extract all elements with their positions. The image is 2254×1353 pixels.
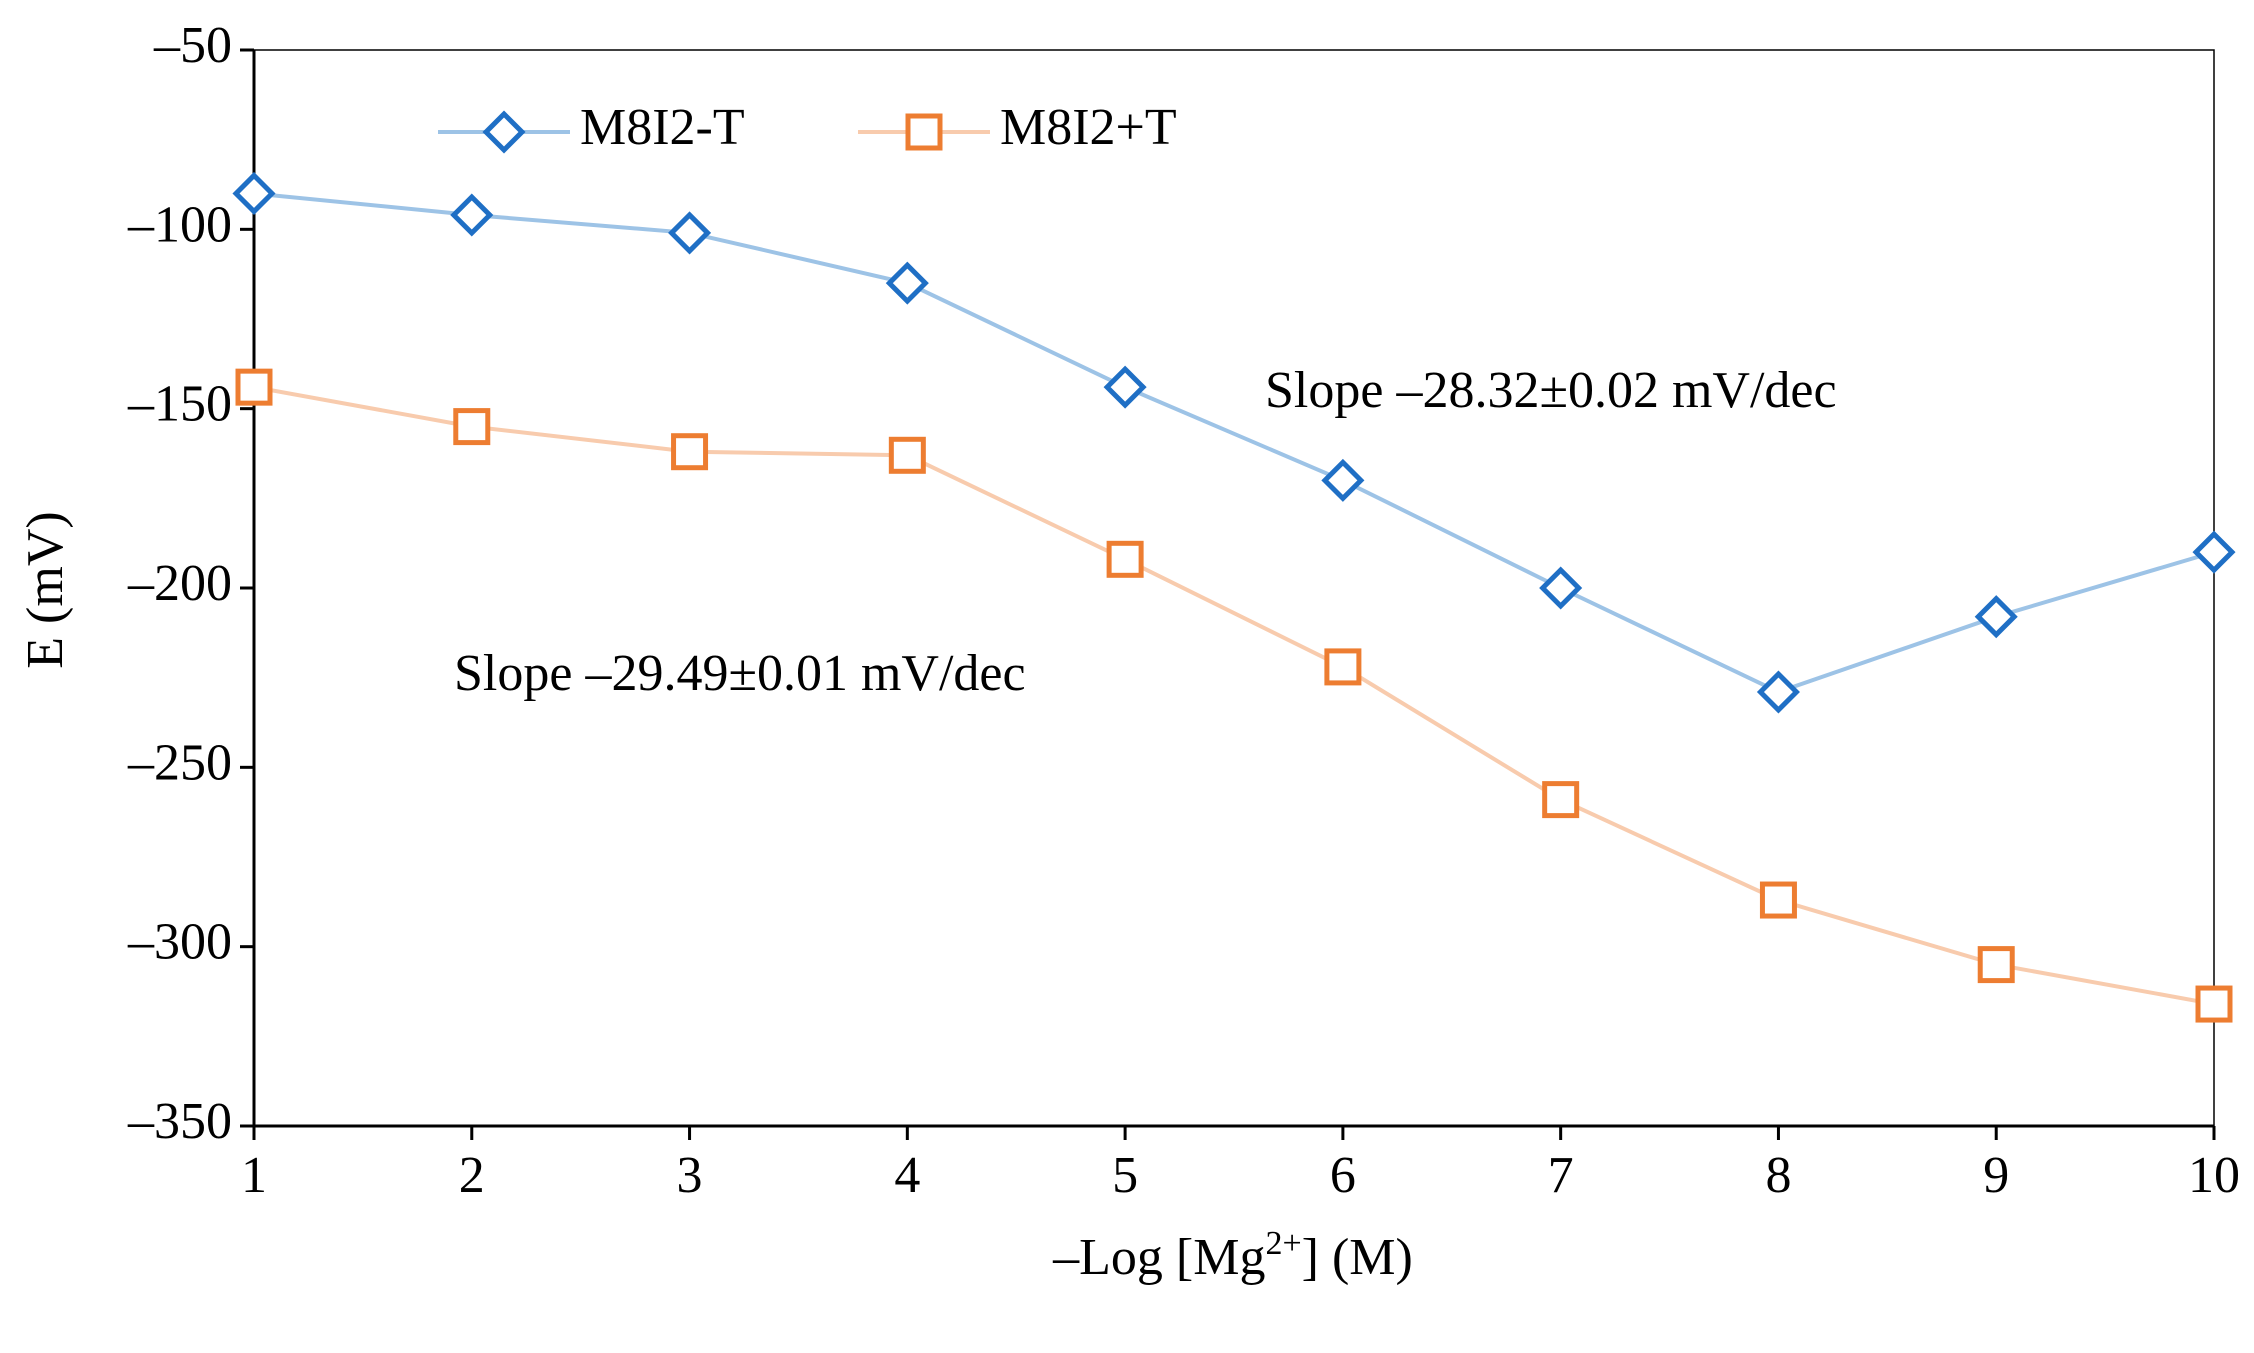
data-point — [1539, 566, 1583, 610]
x-tick-label: 2 — [459, 1147, 485, 1204]
x-tick-label: 1 — [241, 1147, 267, 1204]
data-point — [453, 408, 491, 446]
y-tick-label: –200 — [127, 555, 232, 612]
data-point — [2192, 530, 2236, 574]
annotation: Slope –28.32±0.02 mV/dec — [1265, 362, 1837, 419]
legend-label: M8I2-T — [580, 99, 745, 156]
y-tick-label: –50 — [153, 17, 232, 74]
legend-marker — [482, 110, 526, 154]
y-tick-label: –150 — [127, 376, 232, 433]
y-axis-label: E (mV) — [17, 511, 74, 668]
y-tick-label: –100 — [127, 196, 232, 253]
x-label-part: –Log [Mg — [1052, 1229, 1265, 1286]
data-point — [1324, 648, 1362, 686]
x-tick-label: 10 — [2188, 1147, 2240, 1204]
x-tick-label: 7 — [1548, 1147, 1574, 1204]
data-point — [1756, 670, 1800, 714]
legend-marker — [905, 113, 943, 151]
y-tick-label: –300 — [127, 914, 232, 971]
series-line — [253, 385, 2215, 1007]
x-tick-label: 8 — [1765, 1147, 1791, 1204]
x-axis-label: –Log [Mg2+] (M) — [1052, 1225, 1413, 1286]
x-label-sup: 2+ — [1265, 1225, 1301, 1262]
data-point — [1542, 781, 1580, 819]
data-point — [1974, 595, 2018, 639]
data-point — [1106, 540, 1144, 578]
data-point — [888, 436, 926, 474]
x-tick-label: 9 — [1983, 1147, 2009, 1204]
data-point — [885, 261, 929, 305]
data-point — [1977, 946, 2015, 984]
data-point — [1321, 458, 1365, 502]
data-point — [2195, 985, 2233, 1023]
y-tick-label: –350 — [127, 1093, 232, 1150]
data-point — [450, 193, 494, 237]
x-tick-label: 5 — [1112, 1147, 1138, 1204]
data-point — [668, 211, 712, 255]
x-label-part: ] (M) — [1302, 1229, 1413, 1286]
x-tick-label: 4 — [894, 1147, 920, 1204]
series-line — [253, 191, 2215, 695]
data-point — [1759, 881, 1797, 919]
x-tick-label: 6 — [1330, 1147, 1356, 1204]
data-point — [232, 171, 276, 216]
data-point — [235, 368, 273, 406]
y-tick-label: –250 — [127, 734, 232, 791]
x-tick-label: 3 — [677, 1147, 703, 1204]
legend-label: M8I2+T — [1000, 99, 1177, 156]
plot-frame — [253, 49, 2215, 1127]
data-point — [671, 433, 709, 471]
annotation: Slope –29.49±0.01 mV/dec — [454, 645, 1026, 702]
data-point — [1103, 365, 1147, 409]
